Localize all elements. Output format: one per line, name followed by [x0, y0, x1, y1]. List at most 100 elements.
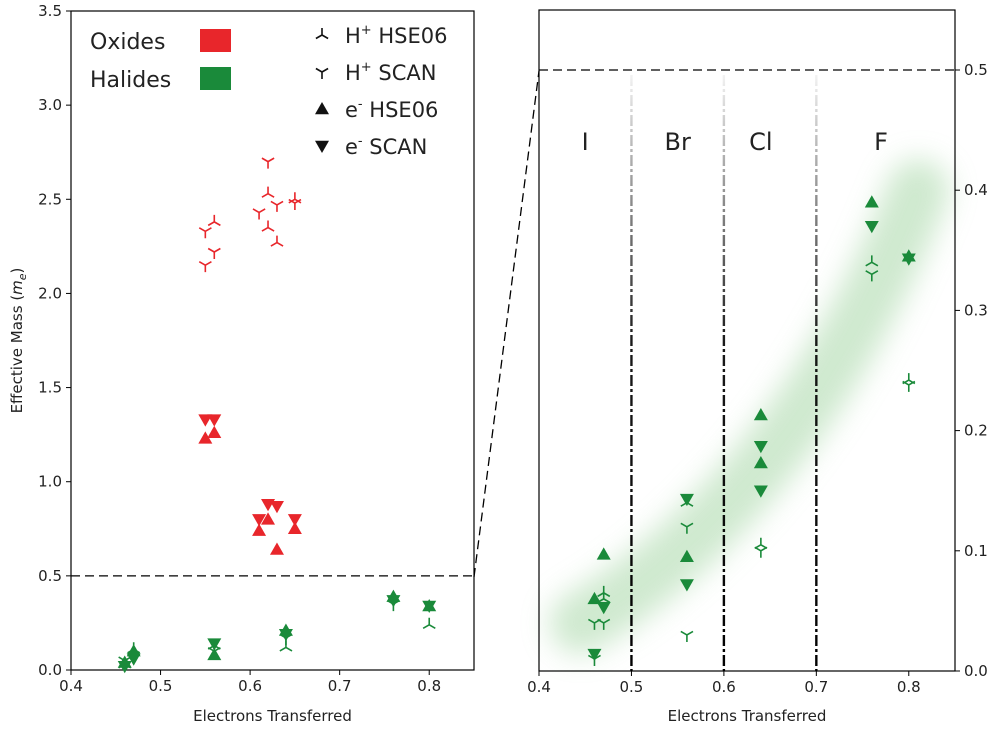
- right-point-triangle_down: [864, 221, 879, 234]
- legend-marker-label: H+ SCAN: [345, 60, 436, 85]
- left-point-triangle_up: [261, 512, 276, 525]
- left-y-tick-label: 2.5: [38, 190, 62, 208]
- left-point-tri_up: [270, 235, 284, 247]
- left-point-triangle_down: [422, 600, 437, 613]
- left-y-tick-label: 0.5: [38, 567, 62, 585]
- legend-label-method: SCAN: [372, 61, 437, 85]
- right-y-tick-label: 0.3: [964, 301, 988, 319]
- ylabel-subscript: e: [16, 273, 29, 280]
- zoom-connector-upper: [473, 70, 540, 578]
- right-point-triangle_down: [596, 602, 611, 615]
- left-point-triangle_up: [207, 647, 222, 661]
- region-divider: [722, 75, 726, 671]
- left-point-tri_up: [422, 617, 436, 630]
- left-point-triangle_up: [207, 425, 222, 439]
- right-point-tri_down: [680, 630, 694, 642]
- legend-label-base: H: [345, 24, 361, 48]
- left-point-tri_down: [207, 247, 221, 260]
- left-panel: 0.4 0.5 0.6 0.7 0.8 0.0 0.5 1.0 1.5 2.0 2.5 3.0 3.5 E…: [8, 2, 475, 725]
- right-y-tick-label: 0.2: [964, 422, 988, 440]
- right-point-triangle_down: [679, 493, 694, 507]
- left-point-triangle_down: [278, 628, 293, 642]
- right-y-tick-label: 0.5: [964, 61, 988, 79]
- ylabel-symbol: m: [8, 280, 26, 295]
- legend-marker-label: e- SCAN: [345, 134, 427, 159]
- left-point-triangle_down: [207, 638, 222, 651]
- legend-label-method: HSE06: [372, 24, 448, 48]
- left-point-tri_down: [198, 227, 212, 239]
- right-y-tick-label: 0.1: [964, 542, 988, 560]
- left-y-tick-label: 1.0: [38, 473, 62, 491]
- legend-label-base: e: [345, 135, 358, 159]
- left-point-tri_up: [261, 186, 275, 198]
- region-label-Br: Br: [664, 128, 690, 156]
- legend-marker-tri_down: [315, 67, 329, 79]
- legend-label-superscript: +: [361, 23, 372, 38]
- left-point-tri_down: [261, 157, 275, 169]
- right-point-tri_down: [902, 380, 916, 392]
- left-point-tri_down: [288, 198, 302, 211]
- left-point-triangle_down: [386, 595, 401, 608]
- left-point-triangle_up: [198, 431, 213, 444]
- left-point-tri_down: [270, 200, 284, 212]
- right-point-triangle_down: [901, 253, 916, 266]
- left-x-tick-label: 0.7: [328, 677, 352, 695]
- left-point-triangle_down: [126, 653, 141, 666]
- legend-marker-tri_up: [315, 28, 329, 40]
- legend-label-method: SCAN: [363, 135, 428, 159]
- left-point-tri_down: [252, 208, 266, 220]
- left-y-axis-label: Effective Mass (me): [8, 268, 29, 414]
- left-y-tick-label: 1.5: [38, 379, 62, 397]
- region-label-F: F: [874, 128, 888, 156]
- legend-material-label: Halides: [90, 68, 171, 93]
- halide-trend-band: [549, 159, 950, 654]
- legend-material-label: Oxides: [90, 30, 165, 55]
- left-point-triangle_up: [126, 644, 141, 657]
- right-point-triangle_up: [596, 547, 611, 560]
- left-point-tri_up: [207, 214, 221, 227]
- left-point-triangle_down: [287, 514, 302, 527]
- right-x-axis-label: Electrons Transferred: [668, 707, 827, 725]
- right-y-tick-label: 0.4: [964, 181, 988, 199]
- left-x-tick-label: 0.5: [149, 677, 173, 695]
- right-point-triangle_up: [679, 549, 694, 563]
- left-x-tick-label: 0.6: [238, 677, 262, 695]
- left-point-triangle_up: [252, 523, 267, 536]
- ylabel-text: Effective Mass (: [8, 295, 26, 414]
- legend-marker-triangle_down: [315, 140, 329, 153]
- right-point-tri_down: [865, 270, 879, 282]
- legend-label-base: e: [345, 98, 358, 122]
- right-point-triangle_down: [679, 579, 694, 592]
- region-divider: [630, 75, 633, 671]
- right-point-triangle_down: [753, 440, 768, 454]
- legend-marker-label: e- HSE06: [345, 97, 438, 122]
- legend-label-base: H: [345, 61, 361, 85]
- left-x-tick-label: 0.8: [417, 677, 441, 695]
- region-divider: [815, 75, 818, 671]
- right-point-triangle_down: [587, 648, 602, 662]
- right-point-tri_up: [902, 373, 916, 385]
- region-label-Cl: Cl: [749, 128, 772, 156]
- right-point-triangle_up: [587, 591, 602, 605]
- left-y-tick-label: 3.5: [38, 2, 62, 20]
- left-x-axis-label: Electrons Transferred: [193, 707, 352, 725]
- legend-label-method: HSE06: [363, 98, 439, 122]
- left-y-tick-label: 2.0: [38, 284, 62, 302]
- region-label-I: I: [582, 128, 589, 156]
- left-point-triangle_up: [269, 542, 284, 555]
- left-point-triangle_up: [287, 521, 302, 535]
- right-point-tri_up: [865, 255, 879, 267]
- right-point-tri_down: [597, 618, 611, 630]
- left-x-tick-label: 0.4: [59, 677, 83, 695]
- left-point-tri_down: [198, 260, 212, 273]
- right-plot-frame: [538, 9, 956, 672]
- left-point-triangle_down: [198, 414, 213, 427]
- right-y-tick-label: 0.0: [964, 662, 988, 680]
- right-point-tri_down: [754, 546, 768, 558]
- left-point-triangle_down: [252, 514, 267, 527]
- right-x-tick-label: 0.4: [527, 678, 551, 696]
- left-point-triangle_down: [207, 414, 222, 427]
- right-x-tick-label: 0.7: [804, 678, 828, 696]
- legend-label-superscript: +: [361, 60, 372, 75]
- legend-marker-triangle_up: [315, 102, 329, 115]
